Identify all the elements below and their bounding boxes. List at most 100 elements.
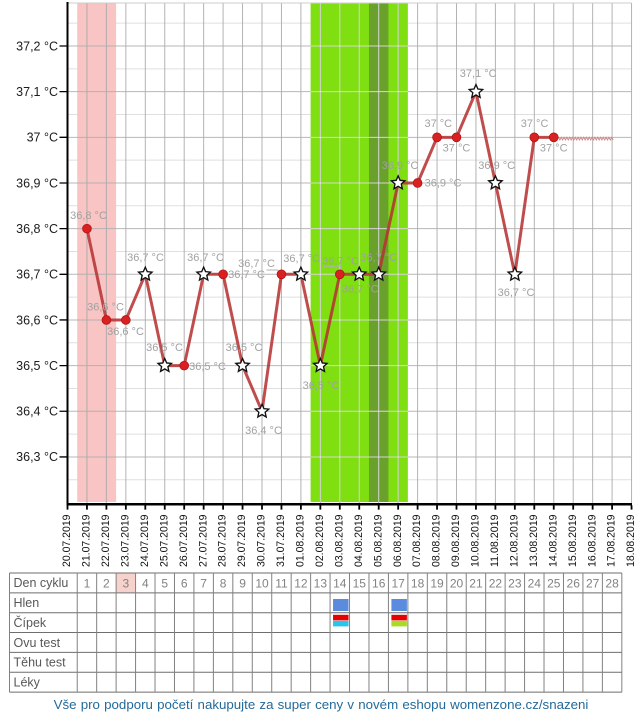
svg-text:16.08.2019: 16.08.2019 bbox=[586, 515, 598, 568]
svg-text:19: 19 bbox=[430, 577, 444, 591]
svg-text:36,7 °C: 36,7 °C bbox=[360, 252, 397, 264]
svg-text:17: 17 bbox=[391, 577, 405, 591]
svg-text:12: 12 bbox=[294, 577, 308, 591]
svg-text:Ovu test: Ovu test bbox=[14, 636, 61, 650]
svg-text:36,7 °C: 36,7 °C bbox=[228, 269, 265, 281]
svg-text:36,4 °C: 36,4 °C bbox=[245, 425, 282, 437]
svg-text:5: 5 bbox=[161, 577, 168, 591]
svg-text:36,6 °C: 36,6 °C bbox=[16, 313, 58, 327]
svg-text:37,1 °C: 37,1 °C bbox=[16, 85, 58, 99]
svg-text:37 °C: 37 °C bbox=[521, 118, 549, 130]
svg-text:15.08.2019: 15.08.2019 bbox=[567, 515, 579, 568]
svg-text:36,6 °C: 36,6 °C bbox=[107, 326, 144, 338]
svg-text:36,7 °C: 36,7 °C bbox=[498, 287, 535, 299]
svg-text:Vše pro podporu početí nakupuj: Vše pro podporu početí nakupujte za supe… bbox=[54, 697, 589, 712]
svg-text:7: 7 bbox=[200, 577, 207, 591]
svg-text:27: 27 bbox=[586, 577, 600, 591]
svg-text:03.08.2019: 03.08.2019 bbox=[333, 515, 345, 568]
svg-text:24: 24 bbox=[528, 577, 542, 591]
svg-text:22.07.2019: 22.07.2019 bbox=[100, 515, 112, 568]
svg-text:36,7 °C: 36,7 °C bbox=[127, 252, 164, 264]
svg-text:06.08.2019: 06.08.2019 bbox=[392, 515, 404, 568]
svg-text:10.08.2019: 10.08.2019 bbox=[470, 515, 482, 568]
svg-text:36,4 °C: 36,4 °C bbox=[16, 405, 58, 419]
svg-text:27.07.2019: 27.07.2019 bbox=[197, 515, 209, 568]
svg-text:36,9 °C: 36,9 °C bbox=[478, 160, 515, 172]
svg-text:37,1 °C: 37,1 °C bbox=[460, 68, 497, 80]
svg-text:31.07.2019: 31.07.2019 bbox=[275, 515, 287, 568]
svg-text:20: 20 bbox=[450, 577, 464, 591]
svg-text:23: 23 bbox=[508, 577, 522, 591]
svg-text:9: 9 bbox=[239, 577, 246, 591]
svg-text:14: 14 bbox=[333, 577, 347, 591]
svg-text:17.08.2019: 17.08.2019 bbox=[606, 515, 618, 568]
svg-text:25.07.2019: 25.07.2019 bbox=[158, 515, 170, 568]
svg-text:10: 10 bbox=[255, 577, 269, 591]
svg-text:26: 26 bbox=[567, 577, 581, 591]
svg-text:37 °C: 37 °C bbox=[27, 131, 58, 145]
svg-text:26.07.2019: 26.07.2019 bbox=[178, 515, 190, 568]
svg-text:20.07.2019: 20.07.2019 bbox=[61, 515, 73, 568]
svg-text:02.08.2019: 02.08.2019 bbox=[314, 515, 326, 568]
svg-text:30.07.2019: 30.07.2019 bbox=[256, 515, 268, 568]
svg-text:37 °C: 37 °C bbox=[424, 118, 452, 130]
svg-text:21.07.2019: 21.07.2019 bbox=[81, 515, 93, 568]
svg-text:09.08.2019: 09.08.2019 bbox=[450, 515, 462, 568]
svg-text:21: 21 bbox=[469, 577, 483, 591]
svg-text:36,5 °C: 36,5 °C bbox=[146, 342, 183, 354]
svg-text:36,5 °C: 36,5 °C bbox=[303, 380, 340, 392]
svg-text:36,5 °C: 36,5 °C bbox=[226, 342, 263, 354]
svg-text:04.08.2019: 04.08.2019 bbox=[353, 515, 365, 568]
svg-text:16: 16 bbox=[372, 577, 386, 591]
svg-text:37 °C: 37 °C bbox=[540, 143, 568, 155]
svg-text:11.08.2019: 11.08.2019 bbox=[489, 515, 501, 568]
svg-text:36,9 °C: 36,9 °C bbox=[425, 177, 462, 189]
svg-text:18.08.2019: 18.08.2019 bbox=[625, 515, 637, 568]
svg-text:28: 28 bbox=[605, 577, 619, 591]
svg-text:Den cyklu: Den cyklu bbox=[14, 576, 69, 590]
svg-text:23.07.2019: 23.07.2019 bbox=[119, 515, 131, 568]
svg-text:4: 4 bbox=[142, 577, 149, 591]
svg-text:36,8 °C: 36,8 °C bbox=[16, 222, 58, 236]
svg-text:15: 15 bbox=[353, 577, 367, 591]
svg-text:25: 25 bbox=[547, 577, 561, 591]
svg-text:36,7 °C: 36,7 °C bbox=[322, 255, 359, 267]
svg-text:11: 11 bbox=[275, 577, 288, 591]
svg-text:24.07.2019: 24.07.2019 bbox=[139, 515, 151, 568]
svg-text:Hlen: Hlen bbox=[14, 596, 40, 610]
svg-text:28.07.2019: 28.07.2019 bbox=[217, 515, 229, 568]
svg-text:Léky: Léky bbox=[14, 675, 41, 689]
svg-text:08.08.2019: 08.08.2019 bbox=[431, 515, 443, 568]
svg-text:36,7 °C: 36,7 °C bbox=[342, 283, 379, 295]
svg-text:37,2 °C: 37,2 °C bbox=[16, 39, 58, 53]
svg-text:14.08.2019: 14.08.2019 bbox=[547, 515, 559, 568]
svg-text:29.07.2019: 29.07.2019 bbox=[236, 515, 248, 568]
svg-text:12.08.2019: 12.08.2019 bbox=[508, 515, 520, 568]
svg-text:3: 3 bbox=[123, 577, 130, 591]
svg-text:36,8 °C: 36,8 °C bbox=[70, 210, 107, 222]
svg-text:01.08.2019: 01.08.2019 bbox=[295, 515, 307, 568]
svg-text:37 °C: 37 °C bbox=[443, 143, 471, 155]
svg-text:36,5 °C: 36,5 °C bbox=[16, 359, 58, 373]
svg-text:36,7 °C: 36,7 °C bbox=[187, 252, 224, 264]
svg-text:13.08.2019: 13.08.2019 bbox=[528, 515, 540, 568]
svg-text:18: 18 bbox=[411, 577, 425, 591]
svg-text:05.08.2019: 05.08.2019 bbox=[372, 515, 384, 568]
svg-text:1: 1 bbox=[84, 577, 91, 591]
svg-text:6: 6 bbox=[181, 577, 188, 591]
svg-text:36,9 °C: 36,9 °C bbox=[382, 160, 419, 172]
svg-text:Čípek: Čípek bbox=[14, 615, 47, 630]
svg-text:13: 13 bbox=[314, 577, 328, 591]
svg-text:22: 22 bbox=[489, 577, 503, 591]
svg-text:36,7 °C: 36,7 °C bbox=[283, 253, 320, 265]
svg-text:36,3 °C: 36,3 °C bbox=[16, 450, 58, 464]
svg-text:Těhu test: Těhu test bbox=[14, 656, 67, 670]
svg-text:36,5 °C: 36,5 °C bbox=[189, 361, 226, 373]
svg-text:2: 2 bbox=[103, 577, 110, 591]
svg-text:36,6 °C: 36,6 °C bbox=[87, 301, 124, 313]
svg-text:36,7 °C: 36,7 °C bbox=[238, 258, 275, 270]
svg-text:07.08.2019: 07.08.2019 bbox=[411, 515, 423, 568]
svg-text:36,9 °C: 36,9 °C bbox=[16, 176, 58, 190]
svg-text:36,7 °C: 36,7 °C bbox=[16, 268, 58, 282]
svg-text:8: 8 bbox=[220, 577, 227, 591]
